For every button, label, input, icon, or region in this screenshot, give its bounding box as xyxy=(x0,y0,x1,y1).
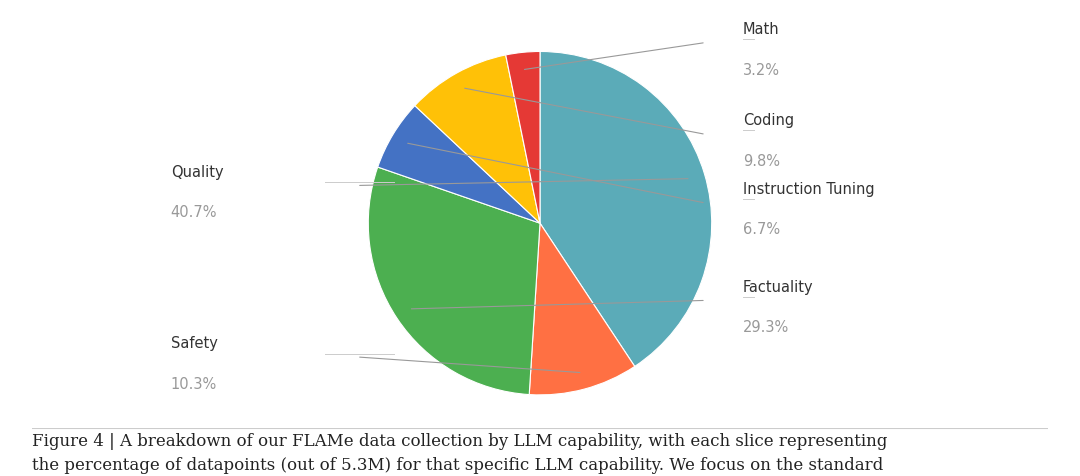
Wedge shape xyxy=(368,168,540,395)
Text: Math: Math xyxy=(743,22,780,37)
Wedge shape xyxy=(415,56,540,224)
Text: 10.3%: 10.3% xyxy=(171,376,217,391)
Text: 29.3%: 29.3% xyxy=(743,320,788,335)
Text: 9.8%: 9.8% xyxy=(743,153,780,169)
Wedge shape xyxy=(378,107,540,224)
Text: 3.2%: 3.2% xyxy=(743,63,780,78)
Wedge shape xyxy=(505,52,540,224)
Text: Figure 4 | A breakdown of our FLAMe data collection by LLM capability, with each: Figure 4 | A breakdown of our FLAMe data… xyxy=(32,432,904,476)
Text: Instruction Tuning: Instruction Tuning xyxy=(743,181,874,196)
Wedge shape xyxy=(529,224,635,395)
Text: 6.7%: 6.7% xyxy=(743,222,780,237)
Text: Coding: Coding xyxy=(743,113,794,128)
Wedge shape xyxy=(540,52,712,367)
Text: Factuality: Factuality xyxy=(743,279,813,294)
Text: Quality: Quality xyxy=(171,164,224,179)
Text: Safety: Safety xyxy=(171,336,218,350)
Text: 40.7%: 40.7% xyxy=(171,205,217,220)
